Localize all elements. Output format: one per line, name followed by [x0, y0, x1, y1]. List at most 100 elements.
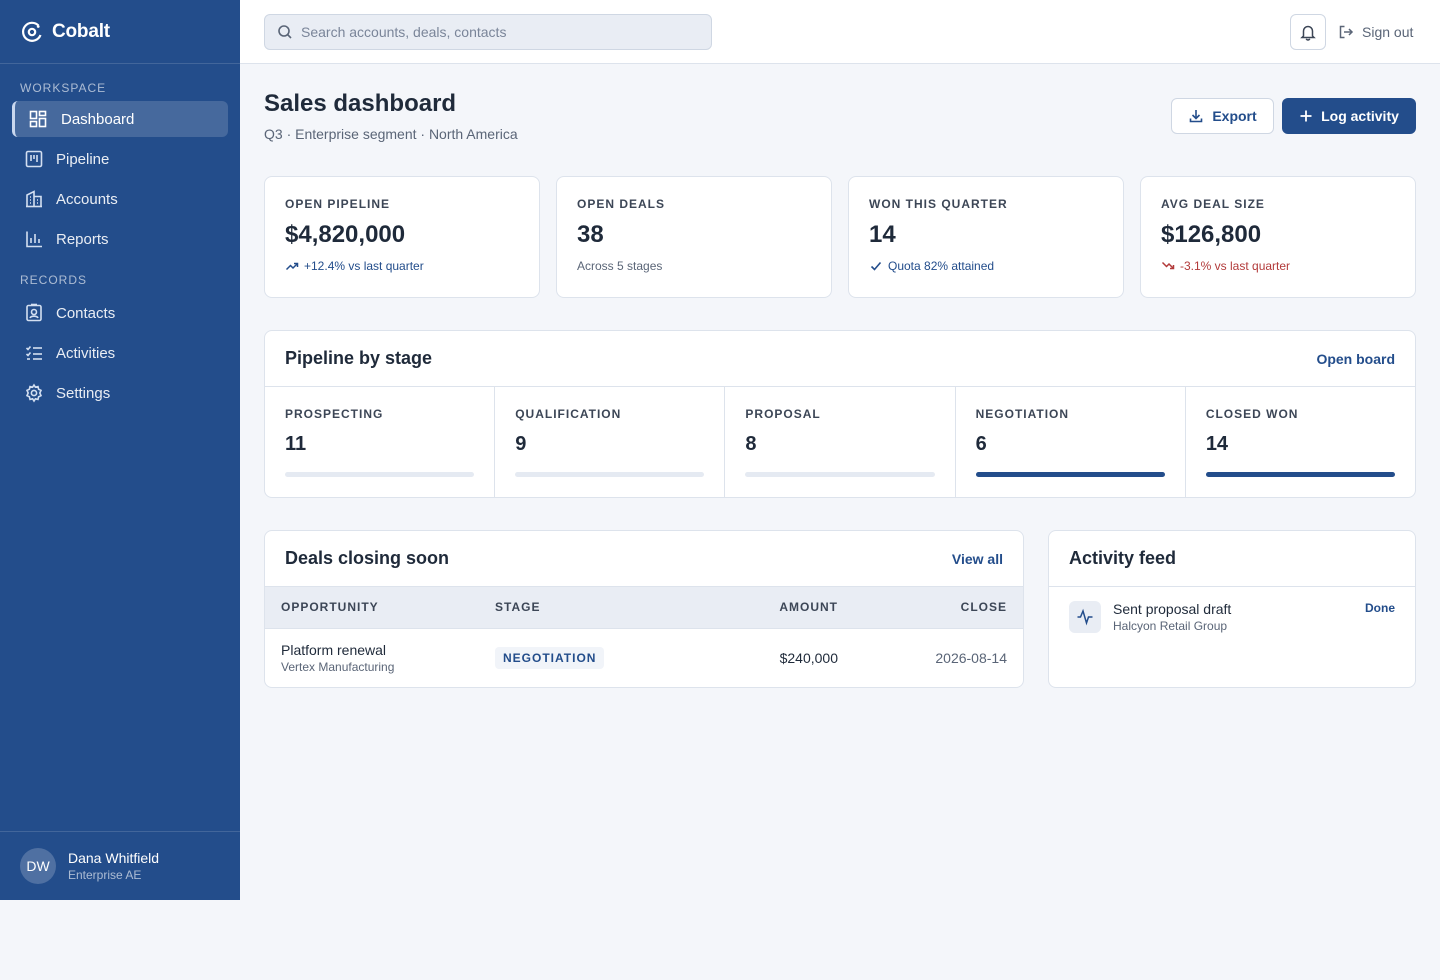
view-all-link[interactable]: View all	[951, 550, 1003, 567]
kpi-value: 38	[577, 221, 604, 248]
sign-out-button[interactable]: Sign out	[1338, 14, 1413, 50]
stage-label: NEGOTIATION	[975, 407, 1070, 421]
stage-progress-bar	[515, 472, 705, 477]
download-icon	[1190, 110, 1203, 123]
kpi-label: OPEN PIPELINE	[285, 197, 391, 211]
deals-card-header: Deals closing soon View all	[265, 531, 1023, 587]
amount-cell: $240,000	[779, 650, 838, 667]
dashboard-icon	[29, 110, 47, 128]
stage-progress-bar	[745, 472, 935, 477]
column-header-amount[interactable]: AMOUNT	[695, 587, 838, 629]
brand[interactable]: Cobalt	[0, 0, 240, 64]
kpi-label: AVG DEAL SIZE	[1161, 197, 1265, 211]
stage-progress-fill	[975, 472, 1165, 477]
stage-badge: NEGOTIATION	[495, 647, 605, 670]
activity-feed-title: Activity feed	[1069, 548, 1177, 568]
stage-closed-won[interactable]: CLOSED WON 14	[1186, 387, 1415, 497]
search-input[interactable]	[301, 24, 701, 40]
stage-progress-bar	[1205, 472, 1396, 477]
stage-cell: NEGOTIATION	[495, 628, 695, 687]
gear-icon	[25, 383, 43, 403]
activity-title: Sent proposal draft	[1113, 601, 1232, 617]
activity-status: Done	[1365, 601, 1395, 615]
kpi-note-text: -3.1% vs last quarter	[1180, 259, 1291, 273]
activity-feed-card: Activity feed Sent proposal draft Halcyo…	[1048, 530, 1416, 688]
stage-count: 11	[285, 433, 307, 455]
search-icon	[278, 25, 292, 39]
list-item[interactable]: Sent proposal draft Halcyon Retail Group…	[1049, 587, 1415, 647]
kpi-note: Quota 82% attained	[869, 259, 1103, 273]
deals-card: Deals closing soon View all OPPORTUNITY …	[264, 530, 1024, 688]
bell-icon	[1300, 25, 1316, 41]
kpi-note: -3.1% vs last quarter	[1161, 259, 1395, 273]
sidebar-item-accounts[interactable]: Accounts	[12, 181, 228, 217]
stage-proposal[interactable]: PROPOSAL 8	[725, 387, 956, 497]
sidebar-item-label: Dashboard	[61, 110, 135, 128]
trend-down-icon	[1161, 261, 1175, 270]
export-button[interactable]: Export	[1171, 98, 1274, 134]
pipeline-icon	[25, 150, 43, 168]
kpi-note-text: Across 5 stages	[577, 259, 663, 273]
sidebar-item-reports[interactable]: Reports	[12, 221, 228, 257]
activity-pulse-icon	[1069, 601, 1101, 633]
stage-count: 14	[1205, 433, 1229, 455]
bar-chart-icon	[26, 231, 42, 248]
kpi-note: Across 5 stages	[577, 259, 811, 273]
plus-icon	[1300, 110, 1312, 122]
sidebar-item-contacts[interactable]: Contacts	[12, 295, 228, 331]
kpi-card-won-this-quarter: WON THIS QUARTER 14 Quota 82% attained	[848, 176, 1124, 298]
stage-label: CLOSED WON	[1205, 407, 1299, 421]
sidebar-item-label: Reports	[56, 230, 109, 248]
user-profile[interactable]: DW Dana Whitfield Enterprise AE	[0, 831, 240, 900]
kpi-card-open-deals: OPEN DEALS 38 Across 5 stages	[556, 176, 832, 298]
sidebar-item-activities[interactable]: Activities	[12, 335, 228, 371]
kpi-row: OPEN PIPELINE $4,820,000 +12.4% vs last …	[264, 176, 1416, 298]
kpi-card-open-pipeline: OPEN PIPELINE $4,820,000 +12.4% vs last …	[264, 176, 540, 298]
stage-list: PROSPECTING 11 QUALIFICATION 9 PROPOSAL …	[265, 387, 1415, 497]
sidebar-item-dashboard[interactable]: Dashboard	[12, 101, 228, 137]
nav-section-records: RECORDS	[20, 273, 88, 287]
sidebar-item-label: Pipeline	[56, 150, 110, 168]
stage-label: PROSPECTING	[285, 407, 384, 421]
stage-count: 9	[515, 433, 527, 455]
stage-count: 8	[745, 433, 757, 455]
sidebar-item-settings[interactable]: Settings	[12, 375, 228, 411]
contact-card-icon	[26, 303, 42, 322]
pipeline-title: Pipeline by stage	[285, 348, 433, 368]
open-board-link[interactable]: Open board	[1316, 350, 1395, 367]
user-role: Enterprise AE	[68, 868, 142, 882]
kpi-value: $4,820,000	[285, 221, 406, 248]
sign-out-icon	[1339, 25, 1354, 39]
topbar: Sign out	[240, 0, 1440, 64]
deals-title: Deals closing soon	[285, 548, 450, 568]
logo-icon	[22, 21, 42, 42]
stage-prospecting[interactable]: PROSPECTING 11	[265, 387, 496, 497]
kpi-value: $126,800	[1161, 221, 1262, 248]
opportunity-name[interactable]: Platform renewal	[281, 642, 387, 659]
notifications-button[interactable]	[1290, 14, 1326, 50]
kpi-note: +12.4% vs last quarter	[285, 259, 519, 273]
column-header-stage[interactable]: STAGE	[495, 587, 695, 629]
avatar: DW	[20, 848, 56, 884]
sidebar-item-label: Activities	[56, 344, 116, 362]
table-header-row: OPPORTUNITY STAGE AMOUNT CLOSE	[265, 587, 1023, 629]
search-box[interactable]	[264, 14, 712, 50]
page-subtitle: Q3 · Enterprise segment · North America	[264, 126, 518, 142]
log-activity-button[interactable]: Log activity	[1282, 98, 1416, 134]
kpi-card-avg-deal-size: AVG DEAL SIZE $126,800 -3.1% vs last qua…	[1140, 176, 1416, 298]
kpi-note-text: Quota 82% attained	[888, 259, 995, 273]
pipeline-card: Pipeline by stage Open board PROSPECTING…	[264, 330, 1416, 498]
sidebar-item-label: Settings	[56, 384, 111, 402]
stage-qualification[interactable]: QUALIFICATION 9	[495, 387, 726, 497]
check-icon	[870, 261, 882, 271]
stage-negotiation[interactable]: NEGOTIATION 6	[956, 387, 1186, 497]
table-row[interactable]: Platform renewal Vertex Manufacturing NE…	[265, 628, 1023, 687]
close-date-cell: 2026-08-14	[935, 650, 1007, 667]
sidebar-item-pipeline[interactable]: Pipeline	[12, 141, 228, 177]
column-header-opportunity[interactable]: OPPORTUNITY	[265, 587, 495, 629]
sidebar-item-label: Accounts	[56, 190, 118, 208]
column-header-close[interactable]: CLOSE	[838, 587, 1023, 629]
stage-progress-fill	[1205, 472, 1396, 477]
opportunity-cell: Platform renewal Vertex Manufacturing	[265, 628, 495, 687]
kpi-value: 14	[869, 221, 896, 248]
